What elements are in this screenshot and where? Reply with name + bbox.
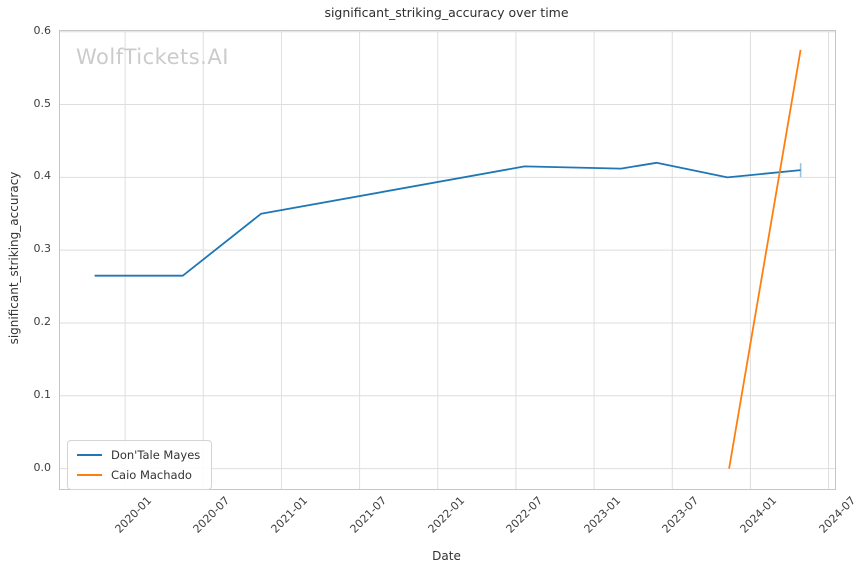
legend-item: Caio Machado xyxy=(77,468,200,482)
x-tick-label: 2020-07 xyxy=(190,494,233,536)
legend-line-swatch xyxy=(77,474,102,476)
legend-item: Don'Tale Mayes xyxy=(77,448,200,462)
series-line-don-tale-mayes xyxy=(94,161,801,277)
y-tick-label: 0.1 xyxy=(33,387,52,401)
chart-title: significant_striking_accuracy over time xyxy=(324,5,569,20)
plot-area: WolfTickets.AI Don'Tale Mayes Caio Machad… xyxy=(59,30,836,490)
y-tick-label: 0.3 xyxy=(33,242,52,256)
legend-label: Caio Machado xyxy=(111,468,192,482)
y-tick-label: 0.5 xyxy=(33,96,52,110)
x-axis-label: Date xyxy=(432,549,461,563)
y-tick-label: 0.2 xyxy=(33,314,52,328)
x-tick-label: 2022-07 xyxy=(503,494,546,536)
x-tick-label: 2024-01 xyxy=(737,494,780,536)
y-tick-label: 0.6 xyxy=(33,23,52,37)
x-tick-label: 2020-01 xyxy=(112,494,155,536)
y-axis-label: significant_striking_accuracy xyxy=(7,171,21,345)
series-line-caio-machado xyxy=(728,49,802,469)
x-tick-label: 2021-01 xyxy=(268,494,311,536)
chart-canvas xyxy=(60,31,835,489)
x-tick-label: 2023-01 xyxy=(581,494,624,536)
y-tick-label: 0.0 xyxy=(33,460,52,474)
legend-line-swatch xyxy=(77,454,102,456)
x-tick-label: 2024-07 xyxy=(816,494,858,536)
x-tick-label: 2023-07 xyxy=(659,494,702,536)
watermark: WolfTickets.AI xyxy=(76,45,229,69)
x-tick-label: 2022-01 xyxy=(425,494,467,536)
legend: Don'Tale Mayes Caio Machado xyxy=(67,440,213,490)
x-tick-label: 2021-07 xyxy=(347,494,389,536)
legend-label: Don'Tale Mayes xyxy=(111,448,201,462)
y-tick-label: 0.4 xyxy=(33,169,52,183)
